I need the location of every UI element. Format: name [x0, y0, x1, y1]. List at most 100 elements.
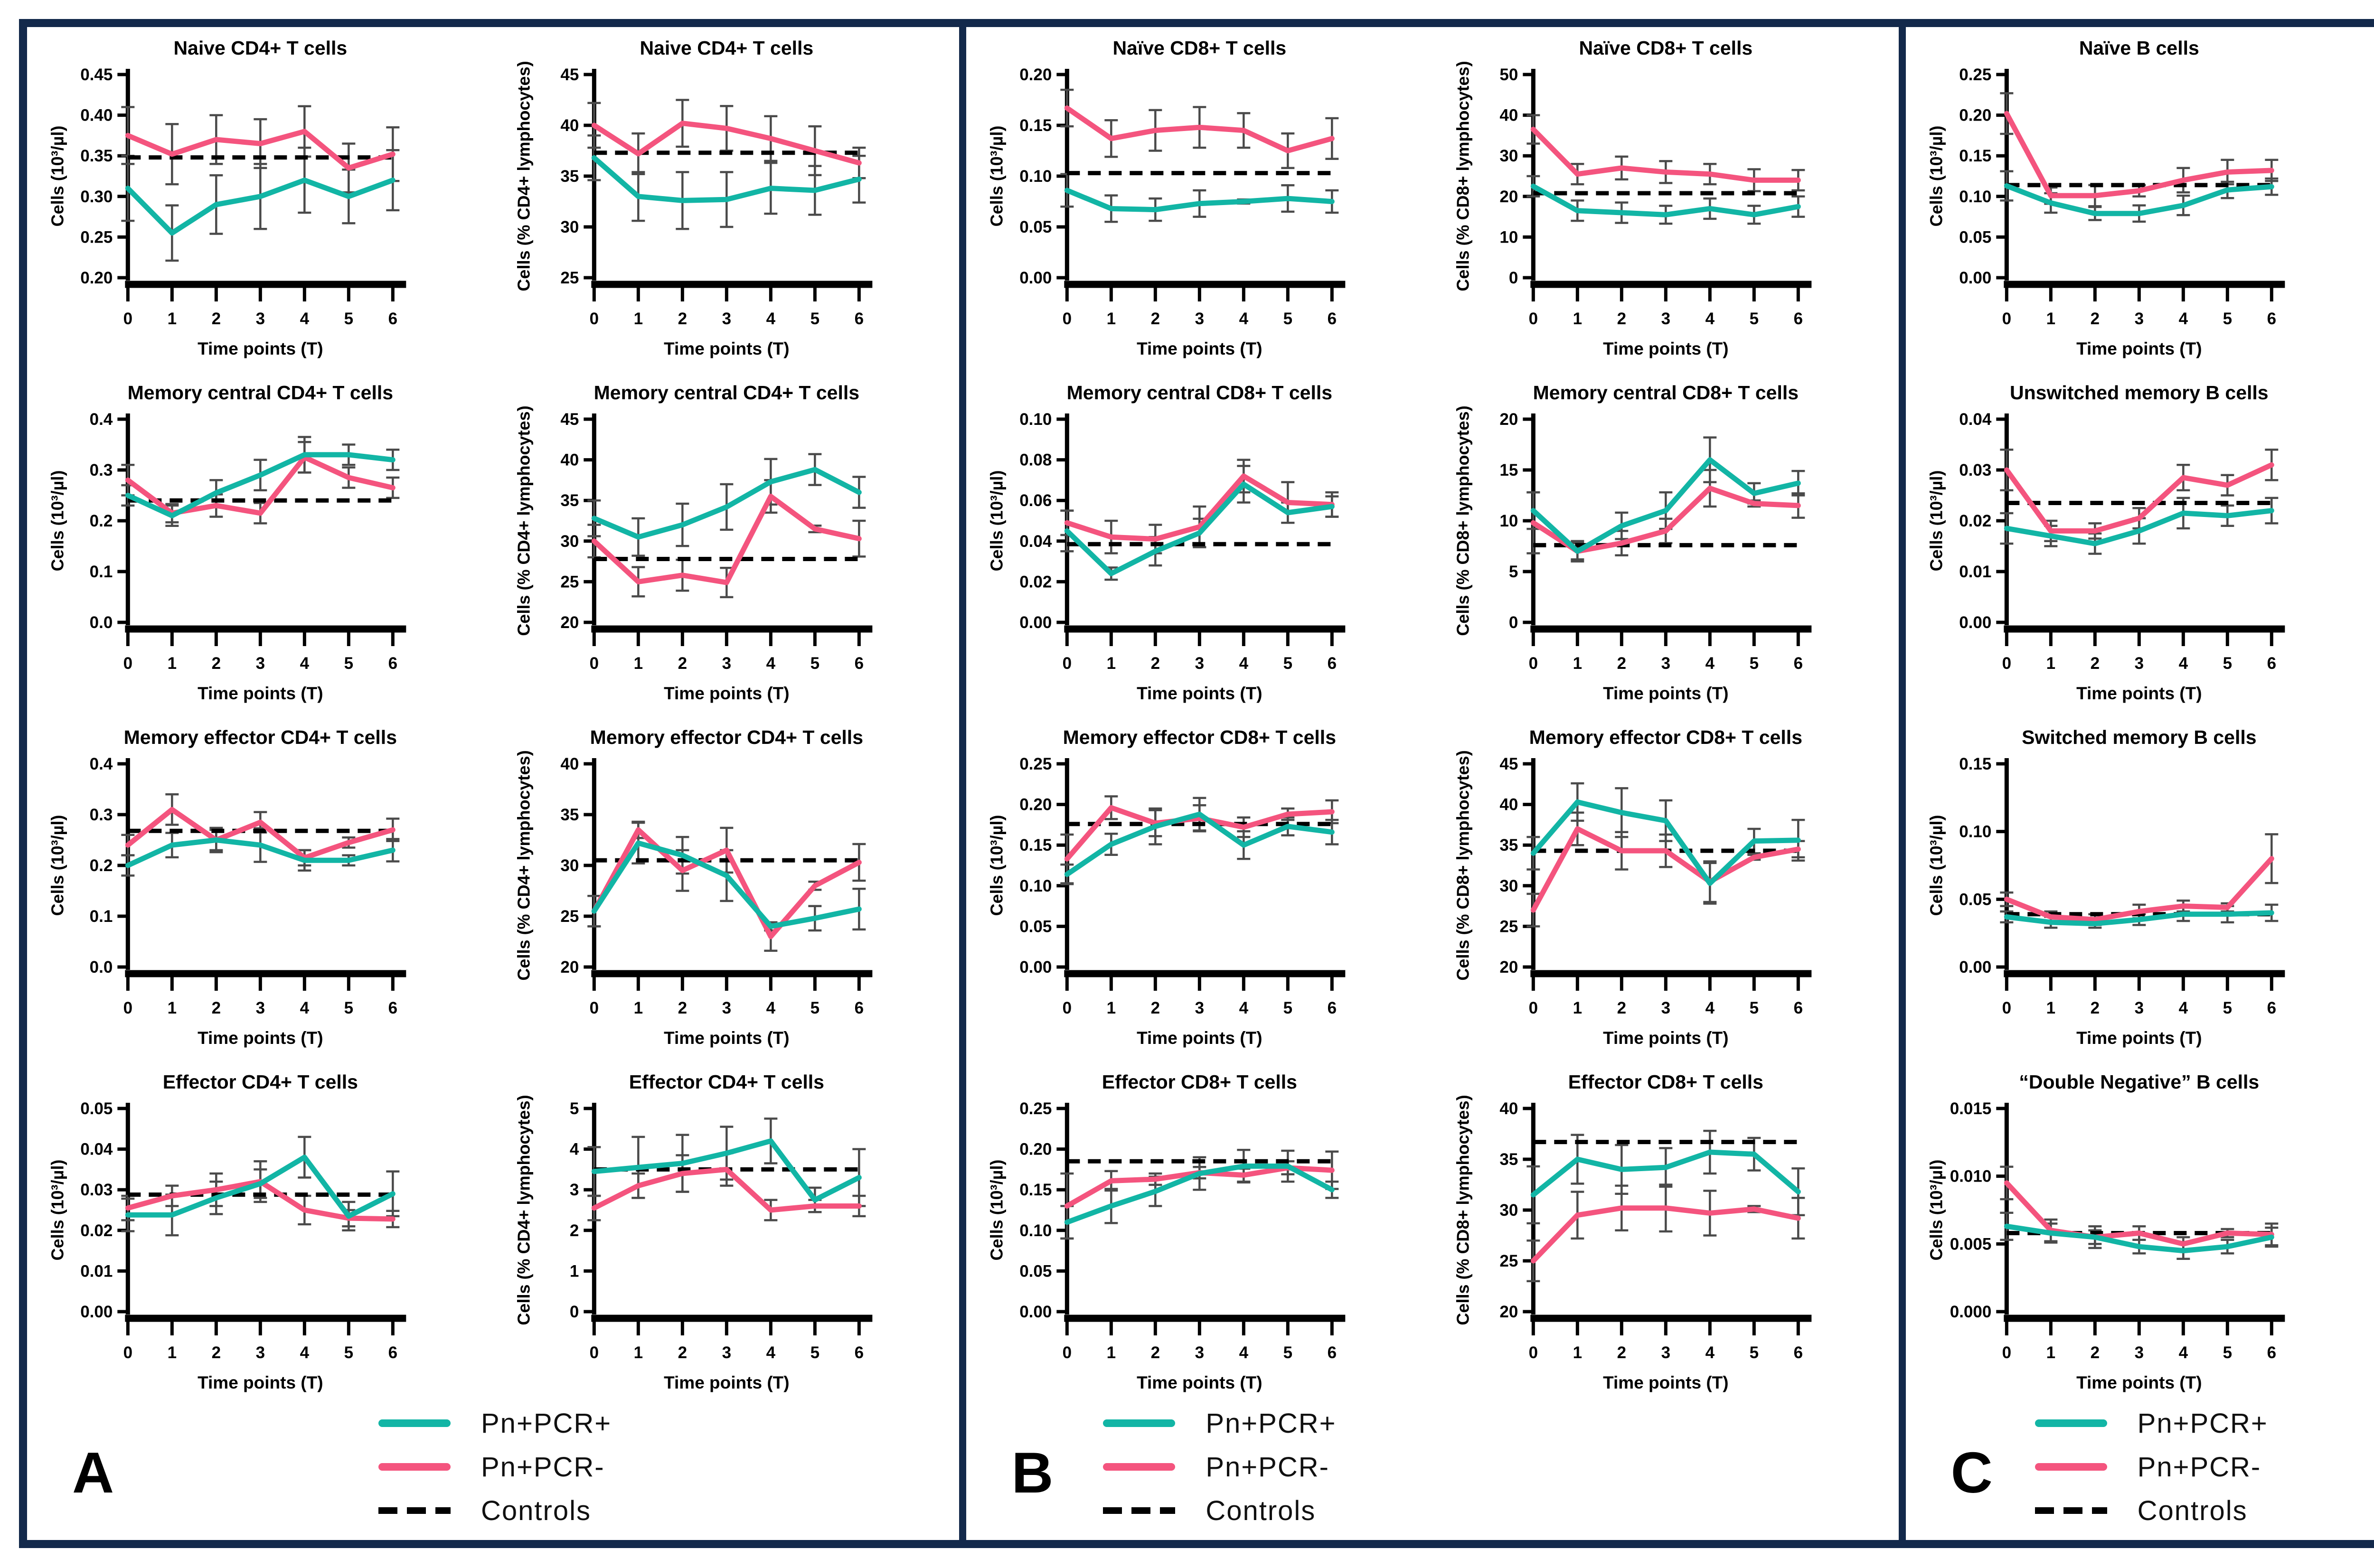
y-tick-label: 0.15 [1020, 836, 1052, 854]
x-tick-label: 1 [1107, 1343, 1116, 1362]
y-tick-label: 0.15 [1020, 116, 1052, 135]
legend-label: Pn+PCR- [481, 1451, 605, 1483]
y-tick-label: 45 [560, 66, 579, 84]
x-tick-label: 5 [2223, 999, 2232, 1017]
y-tick-label: 0.00 [1959, 269, 1991, 287]
x-axis-label: Time points (T) [1137, 1028, 1262, 1048]
x-tick-label: 5 [344, 999, 353, 1017]
x-tick-label: 5 [810, 654, 819, 673]
x-tick-label: 5 [2223, 1343, 2232, 1362]
chart-unswitched-memory-b-cells-absolute: Unswitched memory B cells Cells (10³/µl) 0… [1926, 382, 2285, 703]
panel-c: Naïve B cells Cells (10³/µl) 0.00 0.05 0.10 0… [1898, 27, 2374, 1540]
y-tick-label: 0.1 [90, 563, 113, 581]
y-tick-label: 20 [1499, 410, 1518, 429]
y-tick-label: 0.02 [1959, 512, 1991, 530]
y-tick-label: 25 [560, 907, 579, 926]
chart-title: Memory central CD4+ T cells [128, 382, 393, 404]
y-tick-label: 0.10 [1020, 877, 1052, 895]
x-tick-label: 6 [1794, 999, 1803, 1017]
y-axis-label: Cells (% CD4+ lymphocytes) [514, 1095, 533, 1325]
legend-label: Controls [2137, 1495, 2248, 1526]
x-tick-label: 5 [1750, 654, 1759, 673]
legend-item-controls: Controls [378, 1495, 959, 1526]
legend-label: Pn+PCR+ [2137, 1408, 2268, 1439]
x-tick-label: 5 [1283, 310, 1292, 328]
x-axis-label: Time points (T) [1137, 1373, 1262, 1392]
chart-title: Memory central CD8+ T cells [1067, 382, 1332, 404]
x-axis-label: Time points (T) [664, 339, 789, 358]
y-tick-label: 0.04 [80, 1140, 113, 1159]
y-tick-label: 0.10 [1020, 1221, 1052, 1240]
x-tick-label: 3 [2134, 1343, 2143, 1362]
chart-switched-memory-b-cells-absolute: Switched memory B cells Cells (10³/µl) 0.0… [1926, 726, 2285, 1048]
y-tick-label: 20 [1499, 1303, 1518, 1321]
y-tick-label: 50 [1499, 66, 1518, 84]
pn-pcr-positive-line [2004, 508, 2274, 546]
y-axis-label: Cells (% CD8+ lymphocytes) [1453, 61, 1472, 291]
panel-c-legend: Pn+PCR+ Pn+PCR- Controls [2035, 1408, 2374, 1526]
x-axis-label: Time points (T) [2076, 1373, 2202, 1392]
legend-item-pnpcr-plus: Pn+PCR+ [378, 1408, 959, 1439]
x-tick-label: 4 [766, 1343, 775, 1362]
x-tick-label: 1 [633, 310, 642, 328]
x-tick-label: 2 [1617, 999, 1626, 1017]
y-tick-label: 0.05 [1020, 1262, 1052, 1280]
x-tick-label: 6 [2267, 310, 2276, 328]
x-tick-label: 1 [168, 999, 177, 1017]
x-tick-label: 4 [2178, 310, 2188, 328]
pn-pcr-negative-line [591, 494, 862, 585]
y-tick-label: 0.20 [1020, 1140, 1052, 1159]
chart-title: Naïve CD8+ T cells [1113, 37, 1287, 59]
x-tick-label: 4 [300, 999, 310, 1017]
panel-a-charts: Naive CD4+ T cells Cells (10³/µl) 0.20 0.25… [27, 27, 959, 1408]
y-tick-label: 40 [560, 116, 579, 135]
x-tick-label: 1 [168, 310, 177, 328]
y-tick-label: 0.15 [1959, 147, 1991, 165]
y-tick-label: 0.010 [1950, 1167, 1991, 1186]
x-tick-label: 5 [2223, 310, 2232, 328]
x-tick-label: 2 [212, 999, 221, 1017]
y-tick-label: 10 [1499, 228, 1518, 246]
x-tick-label: 0 [2002, 310, 2011, 328]
x-tick-label: 4 [2178, 1343, 2188, 1362]
pn-pcr-negative-line [591, 1166, 862, 1213]
panel-b: Naïve CD8+ T cells Cells (10³/µl) 0.00 0.05… [959, 27, 1898, 1540]
y-tick-label: 40 [1499, 106, 1518, 125]
y-tick-label: 0.00 [1020, 613, 1052, 632]
pn-pcr-positive-line [125, 1155, 396, 1219]
y-tick-label: 10 [1499, 512, 1518, 530]
y-tick-label: 35 [1499, 836, 1518, 854]
x-tick-label: 4 [1239, 1343, 1249, 1362]
legend-item-controls: Controls [2035, 1495, 2374, 1526]
x-tick-label: 6 [1794, 654, 1803, 673]
pn-pcr-negative-line [2004, 111, 2274, 198]
x-tick-label: 0 [1529, 999, 1538, 1017]
pn-pcr-positive-line [125, 178, 396, 236]
x-tick-label: 5 [344, 1343, 353, 1362]
chart-naive-cd4-t-cells-percent: Naive CD4+ T cells Cells (% CD4+ lymphocy… [514, 37, 872, 358]
y-tick-label: 0.06 [1020, 491, 1052, 510]
y-tick-label: 0.25 [1959, 66, 1991, 84]
x-tick-label: 6 [2267, 999, 2276, 1017]
x-tick-label: 4 [300, 654, 310, 673]
x-axis-label: Time points (T) [198, 1028, 323, 1048]
x-axis-label: Time points (T) [664, 1373, 789, 1392]
y-tick-label: 0.02 [80, 1221, 113, 1240]
x-axis-label: Time points (T) [2076, 684, 2202, 703]
y-tick-label: 0.30 [80, 188, 113, 206]
y-tick-label: 0.25 [1020, 755, 1052, 773]
chart-title: Naive CD4+ T cells [173, 37, 347, 59]
x-tick-label: 3 [256, 999, 265, 1017]
x-tick-label: 6 [1328, 310, 1337, 328]
x-tick-label: 4 [766, 310, 775, 328]
chart-title: Memory effector CD4+ T cells [590, 726, 863, 748]
x-tick-label: 0 [123, 310, 132, 328]
y-tick-label: 1 [570, 1262, 579, 1280]
chart-effector-cd8-t-cells-percent: Effector CD8+ T cells Cells (% CD8+ lymph… [1453, 1071, 1812, 1392]
x-tick-label: 1 [1107, 999, 1116, 1017]
chart-na-ve-cd8-t-cells-percent: Naïve CD8+ T cells Cells (% CD8+ lymphocy… [1453, 37, 1812, 358]
x-axis-label: Time points (T) [2076, 339, 2202, 358]
y-axis-label: Cells (10³/µl) [47, 470, 67, 572]
x-tick-label: 1 [1573, 310, 1582, 328]
